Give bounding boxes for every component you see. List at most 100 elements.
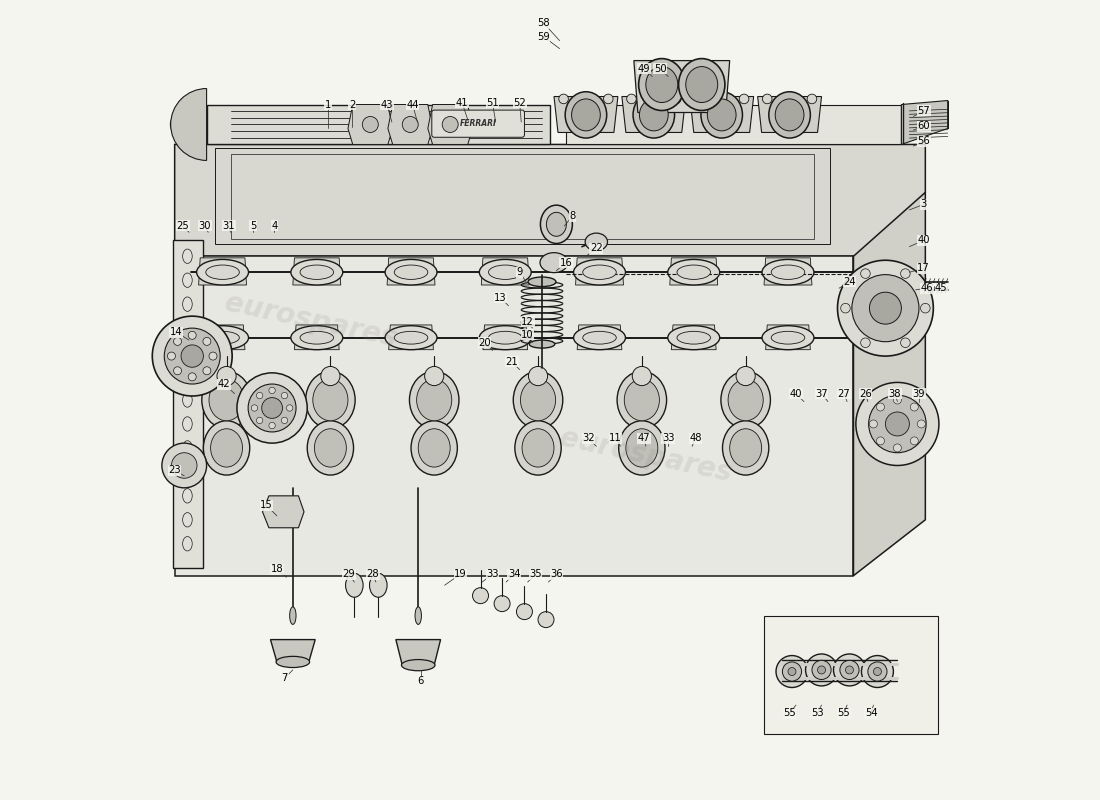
Circle shape <box>851 274 918 342</box>
Text: 5: 5 <box>250 221 256 231</box>
Circle shape <box>869 395 926 453</box>
Text: 34: 34 <box>508 569 520 579</box>
Ellipse shape <box>300 331 333 344</box>
Ellipse shape <box>480 259 531 285</box>
Circle shape <box>911 275 924 288</box>
Text: 41: 41 <box>455 98 469 108</box>
Polygon shape <box>621 97 685 133</box>
Ellipse shape <box>522 429 554 467</box>
Text: 14: 14 <box>169 327 183 337</box>
Circle shape <box>167 352 176 360</box>
Ellipse shape <box>634 92 674 138</box>
Ellipse shape <box>289 607 296 625</box>
Ellipse shape <box>676 331 711 344</box>
Circle shape <box>174 338 182 346</box>
Circle shape <box>877 403 884 411</box>
Circle shape <box>528 366 548 386</box>
Circle shape <box>837 260 933 356</box>
Ellipse shape <box>315 429 346 467</box>
Ellipse shape <box>728 379 763 421</box>
Text: 54: 54 <box>865 708 878 718</box>
Circle shape <box>840 660 859 679</box>
Polygon shape <box>388 325 433 350</box>
Circle shape <box>188 373 196 381</box>
Circle shape <box>202 338 211 346</box>
Ellipse shape <box>618 421 666 475</box>
Ellipse shape <box>685 66 717 102</box>
Circle shape <box>739 94 749 104</box>
Ellipse shape <box>668 259 719 285</box>
Text: 7: 7 <box>282 673 288 683</box>
Circle shape <box>911 437 918 445</box>
Text: 42: 42 <box>218 379 231 389</box>
Circle shape <box>860 338 870 347</box>
Text: 33: 33 <box>486 569 498 579</box>
Circle shape <box>776 655 808 687</box>
Ellipse shape <box>572 99 601 131</box>
Text: 48: 48 <box>689 434 702 443</box>
Ellipse shape <box>668 326 719 350</box>
Ellipse shape <box>409 371 459 429</box>
Text: 4: 4 <box>272 221 277 231</box>
Ellipse shape <box>394 265 428 279</box>
Ellipse shape <box>300 265 333 279</box>
Ellipse shape <box>625 379 659 421</box>
Ellipse shape <box>197 326 249 350</box>
Text: 35: 35 <box>529 569 542 579</box>
Text: 45: 45 <box>935 283 947 293</box>
Circle shape <box>856 382 939 466</box>
Text: 36: 36 <box>550 569 563 579</box>
Circle shape <box>268 422 275 429</box>
Circle shape <box>694 94 704 104</box>
Circle shape <box>834 654 866 686</box>
Polygon shape <box>483 325 528 350</box>
Circle shape <box>911 403 918 411</box>
Circle shape <box>236 373 307 443</box>
Ellipse shape <box>290 326 343 350</box>
Text: 46: 46 <box>921 283 933 293</box>
Ellipse shape <box>307 421 353 475</box>
Text: 24: 24 <box>844 277 856 287</box>
Polygon shape <box>554 97 618 133</box>
Circle shape <box>517 604 532 620</box>
Circle shape <box>262 398 283 418</box>
FancyBboxPatch shape <box>432 110 525 138</box>
Polygon shape <box>766 325 811 350</box>
Text: 28: 28 <box>366 569 379 579</box>
Text: 17: 17 <box>917 263 931 274</box>
Text: 10: 10 <box>521 330 534 339</box>
Ellipse shape <box>529 340 554 348</box>
Text: 51: 51 <box>486 98 499 108</box>
Text: 58: 58 <box>537 18 550 28</box>
Circle shape <box>921 303 931 313</box>
Ellipse shape <box>290 259 343 285</box>
Text: 59: 59 <box>537 32 550 42</box>
Polygon shape <box>396 639 441 665</box>
Text: FERRARI: FERRARI <box>460 119 496 128</box>
Text: 27: 27 <box>837 389 850 398</box>
Ellipse shape <box>370 574 387 598</box>
Ellipse shape <box>771 265 805 279</box>
Circle shape <box>846 666 854 674</box>
Circle shape <box>282 418 288 424</box>
Text: 25: 25 <box>176 221 189 231</box>
Circle shape <box>736 366 756 386</box>
Ellipse shape <box>345 574 363 598</box>
Circle shape <box>762 94 772 104</box>
Ellipse shape <box>729 429 761 467</box>
Polygon shape <box>293 258 341 285</box>
Ellipse shape <box>762 326 814 350</box>
Circle shape <box>209 352 217 360</box>
Ellipse shape <box>528 277 556 286</box>
Text: 21: 21 <box>505 357 518 366</box>
Text: 32: 32 <box>582 434 595 443</box>
Text: 13: 13 <box>494 293 507 302</box>
Circle shape <box>817 666 825 674</box>
Text: 47: 47 <box>638 434 650 443</box>
Ellipse shape <box>206 265 240 279</box>
Polygon shape <box>482 258 529 285</box>
Text: 8: 8 <box>569 211 575 222</box>
Ellipse shape <box>626 429 658 467</box>
Circle shape <box>473 588 488 604</box>
Text: 52: 52 <box>514 98 526 108</box>
